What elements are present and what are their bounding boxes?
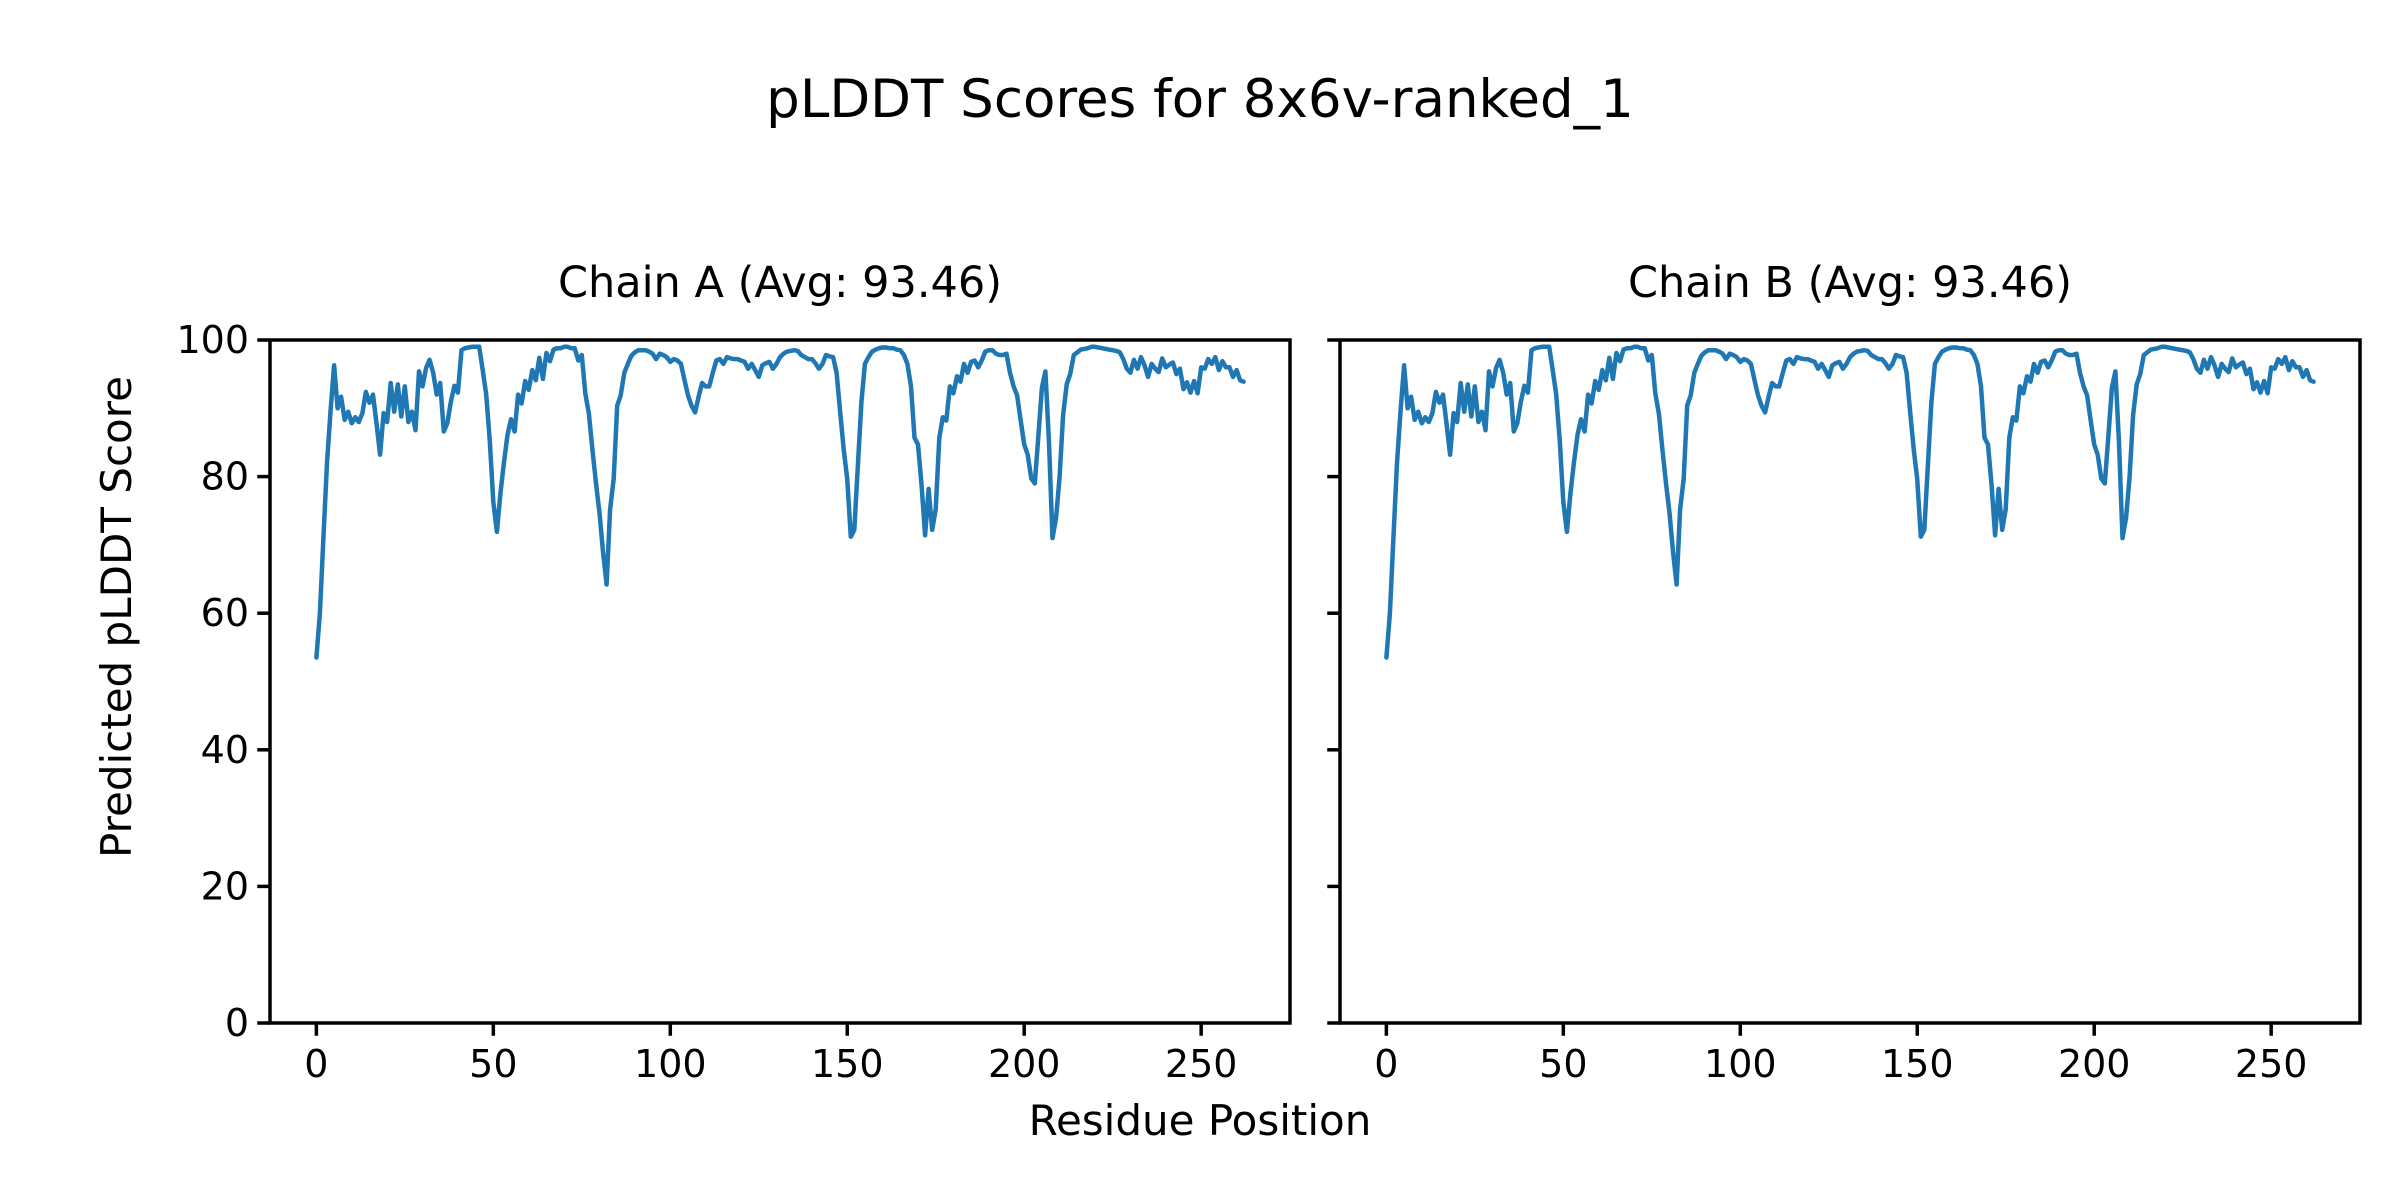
chain-a-spines	[268, 338, 1292, 1025]
chain-a-y-tick-label: 60	[201, 591, 249, 635]
chain-b-plddt-line	[1384, 344, 2316, 660]
chain-a-x-tick-label: 250	[1165, 1042, 1238, 1086]
chain-b-x-tick-label: 100	[1704, 1042, 1777, 1086]
x-axis-label: Residue Position	[1028, 1096, 1372, 1145]
chain-b-spines	[1338, 338, 2362, 1025]
figure-title: pLDDT Scores for 8x6v-ranked_1	[766, 69, 1634, 130]
chain-a-x-tick-label: 50	[469, 1042, 517, 1086]
chain-a-x-tick-label: 200	[988, 1042, 1061, 1086]
chain-b-x-tick-label: 0	[1374, 1042, 1398, 1086]
chain-a-plddt-line	[314, 344, 1246, 660]
chain-a-y-tick-label: 100	[176, 318, 249, 362]
chain-b-x-tick-label: 250	[2235, 1042, 2308, 1086]
chain-a-x-tick-label: 0	[304, 1042, 328, 1086]
chain-a-y-tick-label: 80	[201, 455, 249, 499]
chain-a-y-tick-label: 0	[225, 1001, 249, 1045]
chain-b-x-tick-label: 50	[1539, 1042, 1587, 1086]
chain-b-x-tick-label: 200	[2058, 1042, 2131, 1086]
chain-b-x-tick-label: 150	[1881, 1042, 1954, 1086]
chain-a-subplot-title: Chain A (Avg: 93.46)	[557, 258, 1003, 308]
chain-a-y-tick-label: 20	[201, 864, 249, 908]
chain-a-y-tick-label: 40	[201, 728, 249, 772]
chain-a-x-tick-label: 100	[634, 1042, 707, 1086]
chain-a-plot: 0 50 100 150 200 250 0 20 40 60 80 100	[176, 318, 1292, 1086]
chain-a-x-tick-label: 150	[811, 1042, 884, 1086]
chain-b-subplot-title: Chain B (Avg: 93.46)	[1627, 258, 2073, 308]
chain-b-plot: 0 50 100 150 200 250	[1327, 338, 2362, 1086]
